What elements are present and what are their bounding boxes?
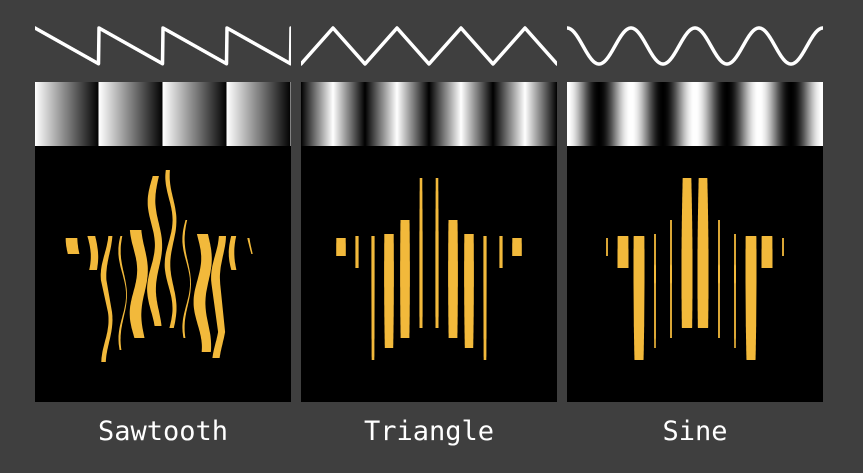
- panel-triangle: Triangle: [301, 0, 557, 473]
- sine-gradient-strip: [567, 82, 823, 146]
- sawtooth-waveform: [35, 26, 291, 66]
- triangle-gradient-strip: [301, 82, 557, 146]
- sine-label: Sine: [662, 416, 728, 447]
- triangle-label: Triangle: [363, 416, 495, 447]
- sawtooth-star-pattern: [35, 146, 291, 402]
- sawtooth-gradient-strip: [35, 82, 291, 146]
- triangle-waveform: [301, 26, 557, 66]
- sine-star-pattern: [567, 146, 823, 402]
- sine-waveform: [567, 26, 823, 66]
- panel-sawtooth: Sawtooth: [35, 0, 291, 473]
- sawtooth-label: Sawtooth: [97, 416, 229, 447]
- triangle-star-pattern: [301, 146, 557, 402]
- panel-sine: Sine: [567, 0, 823, 473]
